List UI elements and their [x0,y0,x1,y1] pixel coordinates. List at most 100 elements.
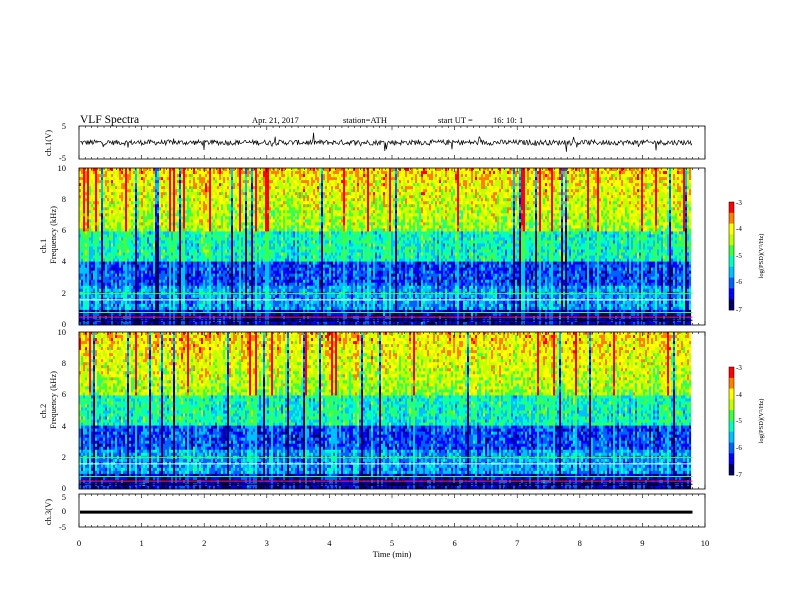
spectrogram-cell [657,174,659,177]
spectrogram-cell [603,171,605,174]
spectrogram-cell [187,174,189,177]
spectrogram-cell [377,171,379,174]
spectrogram-cell [113,171,115,174]
spectrogram-cell [627,174,629,177]
spectrogram-cell [461,171,463,174]
spectrogram-cell [447,171,449,174]
spectrogram-cell [297,174,299,177]
spectrogram-cell [159,171,161,174]
spectrogram-cell [643,174,645,177]
spectrogram-cell [111,174,113,177]
spectrogram-cell [637,174,639,177]
spectrogram-cell [585,171,587,174]
spectrogram-cell [91,174,93,177]
spectrogram-cell [349,171,351,174]
spectrogram-cell [523,171,525,174]
spectrogram-cell [233,177,235,180]
spectrogram-cell [287,171,289,174]
spectrogram-cell [575,174,577,177]
spectrogram-cell [409,171,411,174]
spectrogram-cell [137,168,139,171]
spectrogram-cell [139,177,141,180]
start-ut-value: 16: 10: 1 [493,115,523,125]
spectrogram-cell [359,177,361,180]
spectrogram-cell [191,174,193,177]
spectrogram-cell [473,174,475,177]
spectrogram-cell [495,174,497,177]
spectrogram-cell [227,174,229,177]
spectrogram-cell [609,174,611,177]
spectrogram-cell [321,171,323,174]
spectrogram-cell [217,177,219,180]
spectrogram-cell [167,177,169,180]
spectrogram-cell [193,171,195,174]
spectrogram-cell [601,171,603,174]
spectrogram-cell [141,174,143,177]
spectrogram-cell [565,168,567,171]
spectrogram-cell [249,171,251,174]
spectrogram-cell [677,168,679,171]
spectrogram-cell [343,177,345,180]
spectrogram-cell [571,168,573,171]
spectrogram-cell [625,171,627,174]
spectrogram-cell [167,174,169,177]
spectrogram-cell [655,171,657,174]
spectrogram-cell [559,171,561,174]
spectrogram-cell [461,174,463,177]
spectrogram-cell [457,168,459,171]
spectrogram-cell [87,168,89,171]
spectrogram-cell [299,177,301,180]
spectrogram-cell [197,174,199,177]
spectrogram-cell [95,168,97,171]
spectrogram-cell [371,177,373,180]
spectrogram-cell [233,168,235,171]
spectrogram-cell [385,174,387,177]
spectrogram-cell [601,168,603,171]
spectrogram-cell [615,174,617,177]
spectrogram-cell [609,168,611,171]
spectrogram-cell [615,168,617,171]
spectrogram-cell [387,171,389,174]
spectrogram-cell [209,177,211,180]
spectrogram-cell [233,171,235,174]
spectrogram-cell [325,174,327,177]
spectrogram-cell [429,174,431,177]
spectrogram-cell [89,177,91,180]
ch1-waveform-trace [80,133,692,152]
spectrogram-cell [665,171,667,174]
spectrogram-cell [129,177,131,180]
spectrogram-cell [681,168,683,171]
spectrogram-cell [229,177,231,180]
spectrogram-cell [587,171,589,174]
spectrogram-cell [437,171,439,174]
spectrogram-cell [437,174,439,177]
spectrogram-cell [381,168,383,171]
spectrogram-cell [183,171,185,174]
spectrogram-cell [381,177,383,180]
spectrogram-cell [153,171,155,174]
spectrogram-cell [301,177,303,180]
spectrogram-cell [135,171,137,174]
spectrogram-cell [283,171,285,174]
spectrogram-cell [593,171,595,174]
spectrogram-cell [611,174,613,177]
spectrogram-cell [325,177,327,180]
spectrogram-cell [239,171,241,174]
spectrogram-cell [283,174,285,177]
spectrogram-cell [209,174,211,177]
spectrogram-cell [531,171,533,174]
spectrogram-cell [105,177,107,180]
spectrogram-cell [487,168,489,171]
spectrogram-cell [311,177,313,180]
spectrogram-cell [683,168,685,171]
spectrogram-cell [549,168,551,171]
spectrogram-cell [457,171,459,174]
spectrogram-cell [143,174,145,177]
spectrogram-cell [473,171,475,174]
spectrogram-cell [315,171,317,174]
spectrogram-cell [419,174,421,177]
spectrogram-cell [303,168,305,171]
spectrogram-cell [581,174,583,177]
spectrogram-cell [447,174,449,177]
spectrogram-cell [121,174,123,177]
